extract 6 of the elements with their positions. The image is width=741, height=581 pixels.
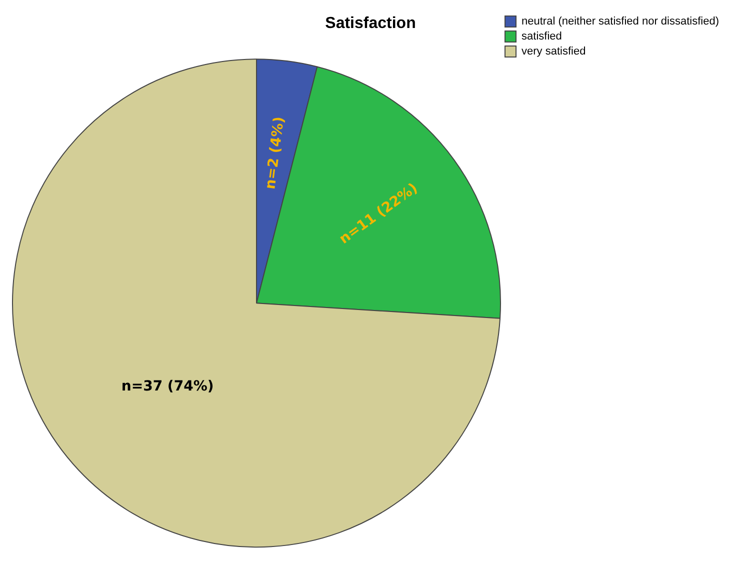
- chart-title: Satisfaction: [325, 15, 416, 32]
- data-label: n=2 (4%): [262, 116, 288, 190]
- legend-label: satisfied: [522, 30, 562, 43]
- legend-label: neutral (neither satisfied nor dissatisfied): [522, 16, 719, 28]
- data-label: n=37 (74%): [121, 378, 214, 394]
- legend-label: very satisfied: [522, 46, 586, 58]
